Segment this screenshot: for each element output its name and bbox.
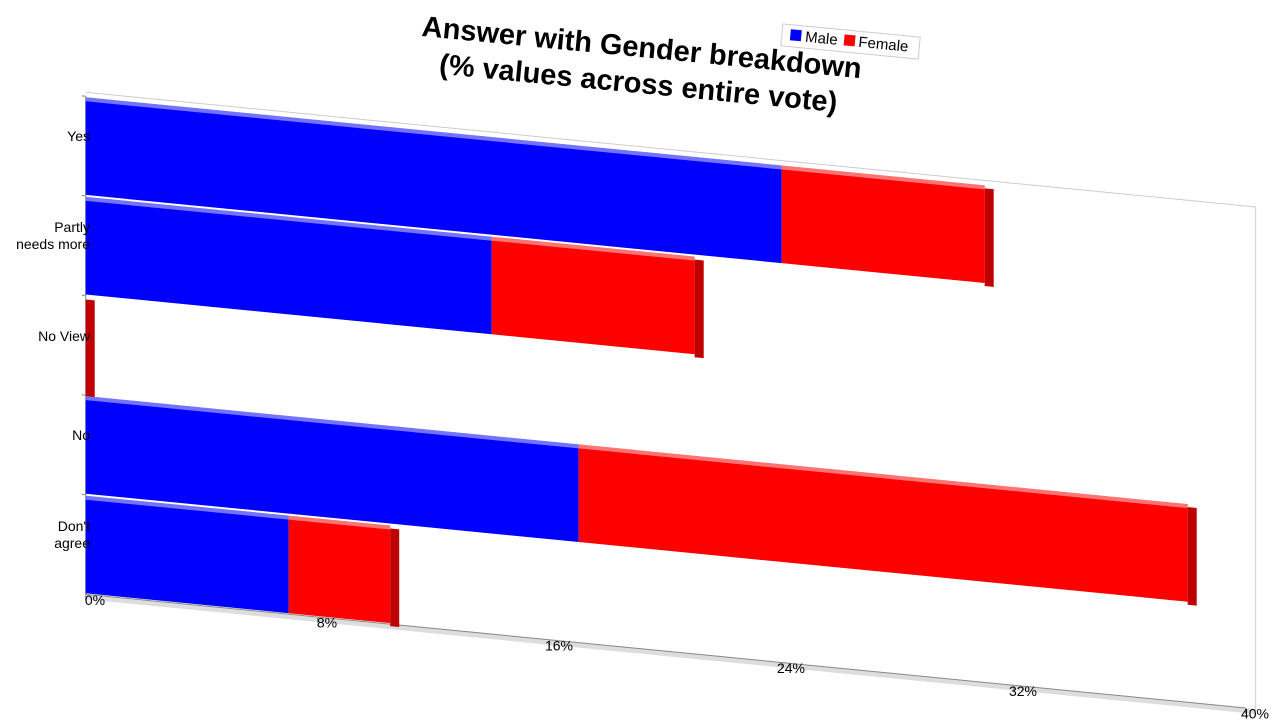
bar-top bbox=[85, 495, 289, 520]
x-tick-label: 40% bbox=[1241, 706, 1269, 720]
bar-side-shade bbox=[1187, 507, 1197, 606]
x-tick-label: 0% bbox=[85, 592, 105, 608]
bar-top bbox=[85, 97, 782, 170]
x-tick-label: 8% bbox=[317, 615, 337, 631]
legend-swatch bbox=[843, 34, 856, 47]
x-axis bbox=[85, 593, 1246, 709]
bar bbox=[578, 444, 1188, 602]
bar bbox=[491, 236, 695, 355]
bar bbox=[85, 196, 492, 335]
bar-side bbox=[1187, 507, 1197, 606]
x-tick-label: 16% bbox=[545, 637, 573, 653]
bar-side bbox=[85, 299, 95, 398]
bar-side bbox=[390, 528, 400, 628]
floor bbox=[85, 594, 1256, 714]
bar-side bbox=[694, 259, 704, 359]
bar-side-shade bbox=[984, 188, 994, 287]
bar-top bbox=[491, 236, 695, 261]
back-wall bbox=[85, 91, 1256, 208]
legend-swatch bbox=[789, 29, 802, 42]
bar-side-shade bbox=[390, 528, 400, 628]
bar bbox=[288, 515, 391, 624]
bar-side-shade bbox=[85, 299, 95, 398]
y-tick-label: Yes bbox=[67, 128, 90, 145]
legend-label: Female bbox=[857, 33, 910, 56]
plot bbox=[81, 91, 1257, 715]
y-tick-label: Partly needs more bbox=[16, 219, 90, 253]
bar-top bbox=[85, 196, 492, 241]
bar bbox=[781, 165, 985, 284]
y-tick-label: Don't agree bbox=[54, 518, 90, 552]
bar-top bbox=[578, 444, 1188, 509]
x-tick-label: 24% bbox=[777, 660, 805, 676]
bar-top bbox=[288, 515, 391, 530]
bar bbox=[85, 97, 782, 264]
x-tick-label: 32% bbox=[1009, 683, 1037, 699]
bar-side-shade bbox=[694, 259, 704, 359]
bar-top bbox=[781, 165, 985, 190]
y-tick-label: No bbox=[72, 427, 90, 444]
bar bbox=[85, 495, 289, 614]
bar-top bbox=[85, 396, 579, 449]
legend-label: Male bbox=[804, 28, 839, 49]
bar-side bbox=[984, 188, 994, 287]
bar bbox=[85, 396, 579, 543]
y-tick-label: No View bbox=[38, 327, 90, 344]
